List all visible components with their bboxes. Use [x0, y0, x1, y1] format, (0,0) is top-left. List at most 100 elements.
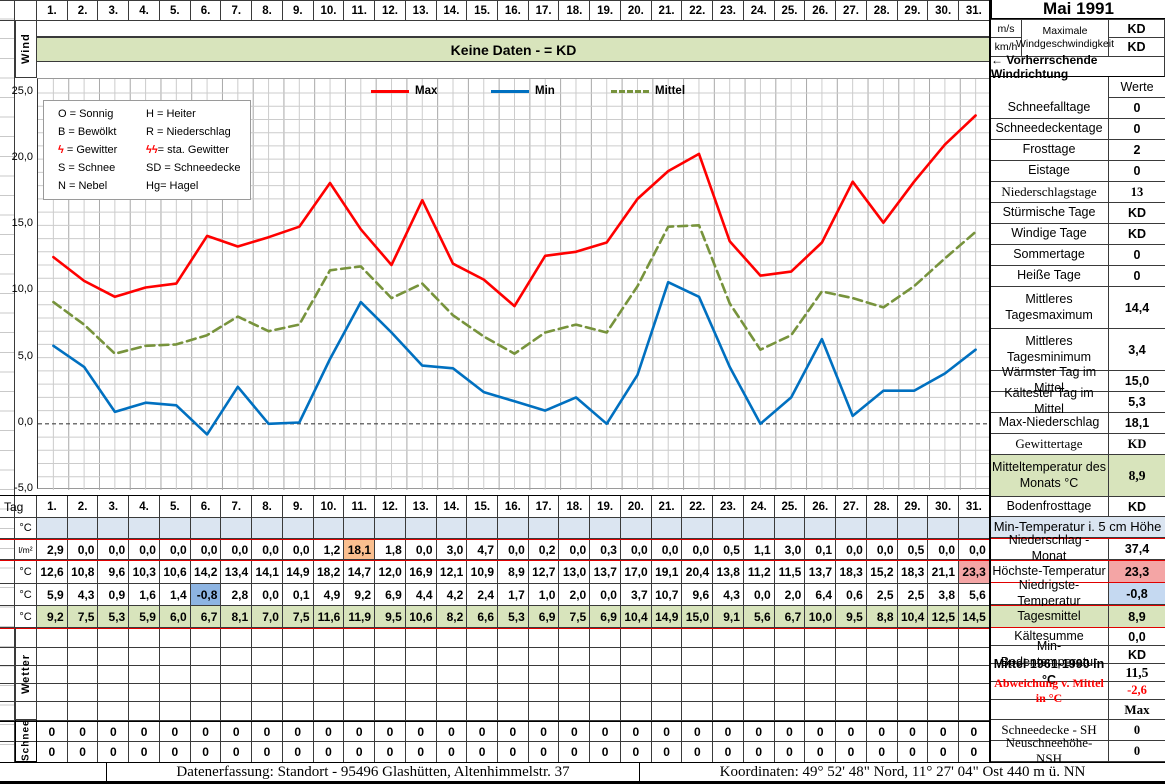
cell-tagesmittel-day9[interactable]: 7,5: [282, 606, 314, 628]
cell-niederschlag-day11[interactable]: 18,1: [344, 540, 376, 560]
cell-wetter4-day10[interactable]: [313, 684, 345, 702]
sidebar-value[interactable]: -0,8: [1108, 583, 1165, 604]
cell-schnee2-day5[interactable]: 0: [159, 742, 191, 763]
cell-schnee2-day28[interactable]: 0: [866, 742, 898, 763]
cell-schnee2-day17[interactable]: 0: [528, 742, 560, 763]
cell-tmax-day22[interactable]: 20,4: [682, 561, 714, 584]
cell-wetter2-day20[interactable]: [620, 648, 652, 666]
cell-wetter4-day28[interactable]: [866, 684, 898, 702]
cell-min5cm-day26[interactable]: [805, 518, 837, 539]
cell-schnee1-day21[interactable]: 0: [651, 722, 683, 742]
cell-wetter5-day29[interactable]: [897, 702, 929, 721]
cell-tmin-day13[interactable]: 4,4: [405, 584, 437, 606]
cell-tmax-day16[interactable]: 8,9: [498, 561, 529, 584]
sidebar-value[interactable]: KD: [1108, 646, 1165, 663]
cell-tagesmittel-day14[interactable]: 8,2: [436, 606, 468, 628]
cell-schnee2-day15[interactable]: 0: [467, 742, 499, 763]
cell-wetter5-day12[interactable]: [375, 702, 406, 721]
cell-wetter4-day24[interactable]: [743, 684, 775, 702]
cell-tagesmittel-day17[interactable]: 6,9: [528, 606, 560, 628]
cell-wetter4-day12[interactable]: [375, 684, 406, 702]
cell-niederschlag-day31[interactable]: 0,0: [959, 540, 990, 560]
cell-wetter2-day16[interactable]: [498, 648, 529, 666]
cell-wetter3-day7[interactable]: [221, 666, 253, 684]
cell-wetter2-day9[interactable]: [282, 648, 314, 666]
cell-niederschlag-day24[interactable]: 1,1: [743, 540, 775, 560]
cell-tmin-day25[interactable]: 2,0: [774, 584, 806, 606]
cell-wetter2-day12[interactable]: [375, 648, 406, 666]
cell-niederschlag-day25[interactable]: 3,0: [774, 540, 806, 560]
cell-min5cm-day25[interactable]: [774, 518, 806, 539]
cell-schnee1-day9[interactable]: 0: [282, 722, 314, 742]
cell-schnee1-day13[interactable]: 0: [405, 722, 437, 742]
cell-wetter4-day8[interactable]: [252, 684, 283, 702]
cell-wetter1-day28[interactable]: [866, 629, 898, 648]
cell-wetter4-day21[interactable]: [651, 684, 683, 702]
cell-tmax-day4[interactable]: 10,3: [129, 561, 160, 584]
cell-schnee1-day16[interactable]: 0: [498, 722, 529, 742]
cell-wetter5-day19[interactable]: [590, 702, 621, 721]
cell-tagesmittel-day24[interactable]: 5,6: [743, 606, 775, 628]
cell-wetter1-day21[interactable]: [651, 629, 683, 648]
cell-wetter4-day19[interactable]: [590, 684, 621, 702]
sidebar-value[interactable]: 0: [1108, 98, 1165, 118]
cell-schnee2-day6[interactable]: 0: [190, 742, 222, 763]
cell-schnee1-day25[interactable]: 0: [774, 722, 806, 742]
cell-wetter4-day7[interactable]: [221, 684, 253, 702]
cell-wetter3-day9[interactable]: [282, 666, 314, 684]
cell-tmin-day31[interactable]: 5,6: [959, 584, 990, 606]
cell-tagesmittel-day15[interactable]: 6,6: [467, 606, 499, 628]
cell-wetter1-day26[interactable]: [805, 629, 837, 648]
cell-min5cm-day9[interactable]: [282, 518, 314, 539]
cell-wetter2-day11[interactable]: [344, 648, 376, 666]
cell-niederschlag-day16[interactable]: 0,0: [498, 540, 529, 560]
cell-tagesmittel-day22[interactable]: 15,0: [682, 606, 714, 628]
cell-tmin-day28[interactable]: 2,5: [866, 584, 898, 606]
cell-schnee1-day10[interactable]: 0: [313, 722, 345, 742]
sidebar-value[interactable]: Max: [1108, 700, 1165, 719]
sidebar-value[interactable]: KD: [1108, 224, 1165, 244]
cell-schnee2-day9[interactable]: 0: [282, 742, 314, 763]
sidebar-value[interactable]: 0: [1108, 720, 1165, 740]
cell-wetter3-day25[interactable]: [774, 666, 806, 684]
cell-schnee2-day21[interactable]: 0: [651, 742, 683, 763]
cell-niederschlag-day21[interactable]: 0,0: [651, 540, 683, 560]
cell-wetter5-day24[interactable]: [743, 702, 775, 721]
cell-wetter4-day9[interactable]: [282, 684, 314, 702]
cell-tmax-day14[interactable]: 12,1: [436, 561, 468, 584]
cell-wetter5-day27[interactable]: [836, 702, 867, 721]
cell-tmin-day6[interactable]: -0,8: [190, 584, 222, 606]
cell-wetter5-day4[interactable]: [129, 702, 160, 721]
cell-wetter4-day16[interactable]: [498, 684, 529, 702]
cell-wetter5-day7[interactable]: [221, 702, 253, 721]
cell-wetter1-day9[interactable]: [282, 629, 314, 648]
cell-schnee1-day5[interactable]: 0: [159, 722, 191, 742]
cell-wetter2-day17[interactable]: [528, 648, 560, 666]
cell-wetter2-day21[interactable]: [651, 648, 683, 666]
cell-wetter4-day2[interactable]: [67, 684, 99, 702]
cell-schnee1-day1[interactable]: 0: [37, 722, 68, 742]
cell-wetter4-day30[interactable]: [928, 684, 960, 702]
cell-schnee2-day13[interactable]: 0: [405, 742, 437, 763]
cell-wetter5-day18[interactable]: [559, 702, 591, 721]
cell-wetter4-day1[interactable]: [37, 684, 68, 702]
cell-wetter4-day17[interactable]: [528, 684, 560, 702]
cell-wetter3-day24[interactable]: [743, 666, 775, 684]
cell-wetter5-day11[interactable]: [344, 702, 376, 721]
cell-tmin-day22[interactable]: 9,6: [682, 584, 714, 606]
cell-tagesmittel-day26[interactable]: 10,0: [805, 606, 837, 628]
sidebar-value[interactable]: 11,5: [1108, 664, 1165, 681]
cell-niederschlag-day12[interactable]: 1,8: [375, 540, 406, 560]
cell-min5cm-day16[interactable]: [498, 518, 529, 539]
cell-tmax-day26[interactable]: 13,7: [805, 561, 837, 584]
cell-tmin-day7[interactable]: 2,8: [221, 584, 253, 606]
cell-tmax-day20[interactable]: 17,0: [620, 561, 652, 584]
cell-wetter5-day28[interactable]: [866, 702, 898, 721]
cell-wetter3-day21[interactable]: [651, 666, 683, 684]
cell-wetter1-day29[interactable]: [897, 629, 929, 648]
cell-schnee2-day10[interactable]: 0: [313, 742, 345, 763]
cell-tmin-day1[interactable]: 5,9: [37, 584, 68, 606]
cell-wetter3-day28[interactable]: [866, 666, 898, 684]
sidebar-value[interactable]: -2,6: [1108, 682, 1165, 699]
cell-tmax-day11[interactable]: 14,7: [344, 561, 376, 584]
